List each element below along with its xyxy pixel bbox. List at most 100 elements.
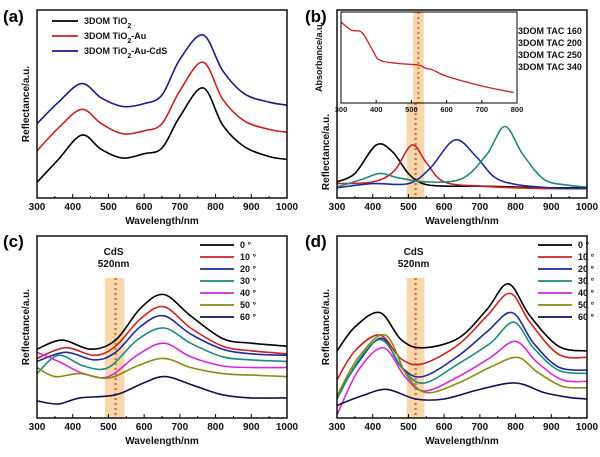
- legend-label: 3DOM TAC 160: [518, 26, 582, 36]
- x-tick-label: 500: [100, 422, 117, 433]
- inset-x-tick-label: 400: [370, 105, 383, 114]
- legend-label: 50 °: [240, 300, 257, 310]
- inset-x-tick-label: 500: [405, 105, 418, 114]
- x-tick-label: 300: [29, 202, 46, 213]
- legend-label: 3DOM TiO2-Au-CdS: [84, 46, 167, 60]
- legend-label: 10 °: [240, 252, 257, 262]
- x-tick-label: 800: [207, 422, 224, 433]
- x-tick-label: 900: [543, 202, 560, 213]
- panel-label: (b): [305, 7, 327, 26]
- legend-label: 3DOM TiO2: [84, 16, 131, 30]
- x-tick-label: 500: [100, 202, 117, 213]
- panel-label: (c): [3, 232, 24, 251]
- inset-x-tick-label: 800: [511, 105, 524, 114]
- series-line: [336, 311, 588, 397]
- x-tick-label: 600: [436, 422, 453, 433]
- x-tick-label: 700: [172, 202, 189, 213]
- legend-label: 10 °: [578, 252, 595, 262]
- x-axis-label: Wavelength/nm: [425, 216, 499, 227]
- series-line: [36, 87, 288, 183]
- legend-label: 30 °: [240, 276, 257, 286]
- cds-label: CdS: [104, 247, 124, 258]
- series-line: [336, 143, 588, 189]
- x-tick-label: 300: [329, 202, 346, 213]
- series-line: [336, 144, 588, 190]
- legend-label: 50 °: [578, 300, 595, 310]
- x-tick-label: 1000: [276, 422, 299, 433]
- x-tick-label: 400: [64, 422, 81, 433]
- panel-label: (d): [305, 232, 327, 251]
- legend-label: 3DOM TAC 340: [518, 62, 582, 72]
- panel-0: (a) 300 400 500 600 700 800 900 1000 Wavelength/n…: [3, 7, 299, 227]
- series-line: [336, 125, 588, 188]
- x-tick-label: 1000: [576, 202, 599, 213]
- panel-label: (a): [3, 7, 24, 26]
- inset-frame: [340, 11, 518, 104]
- x-axis-label: Wavelength/nm: [125, 216, 199, 227]
- inset-frame-border: [340, 11, 518, 104]
- inset-x-tick-label: 600: [440, 105, 453, 114]
- x-tick-label: 900: [543, 422, 560, 433]
- legend-label: 40 °: [578, 288, 595, 298]
- x-tick-label: 700: [172, 422, 189, 433]
- x-tick-label: 500: [400, 202, 417, 213]
- series-line: [36, 375, 288, 405]
- x-tick-label: 500: [400, 422, 417, 433]
- series-line: [36, 342, 288, 379]
- cds-wavelength-label: 520nm: [98, 259, 130, 270]
- x-axis-label: Wavelength/nm: [125, 436, 199, 447]
- x-tick-label: 400: [64, 202, 81, 213]
- y-axis-label: Reflectance/a.u.: [321, 289, 332, 365]
- x-tick-label: 400: [364, 202, 381, 213]
- x-tick-label: 800: [507, 422, 524, 433]
- legend-label: 0 °: [240, 240, 252, 250]
- cds-wavelength-label: 520nm: [398, 259, 430, 270]
- x-tick-label: 600: [136, 202, 153, 213]
- series-line: [36, 34, 288, 125]
- legend-label: 20 °: [240, 264, 257, 274]
- series-line: [336, 382, 588, 407]
- legend-label: 3DOM TiO2-Au: [84, 31, 146, 45]
- x-tick-label: 700: [472, 422, 489, 433]
- inset-x-tick-label: 700: [476, 105, 489, 114]
- legend-label: 60 °: [578, 312, 595, 322]
- x-tick-label: 400: [364, 422, 381, 433]
- series-line: [336, 283, 588, 352]
- inset-absorbance-line: [340, 21, 514, 94]
- series-line: [336, 139, 588, 190]
- series-line: [336, 340, 588, 416]
- series-line: [36, 314, 288, 363]
- legend-label: 60 °: [240, 312, 257, 322]
- panel-1: (b)CdS520nm3004005006007008009001000Wave…: [305, 7, 599, 227]
- x-tick-label: 900: [243, 422, 260, 433]
- inset: 300 400 500 600 700 800 Absorbance/a.u.: [314, 11, 524, 114]
- y-axis-label: Reflectance/a.u.: [21, 289, 32, 365]
- legend-label: 3DOM TAC 250: [518, 50, 582, 60]
- legend-label: 40 °: [240, 288, 257, 298]
- x-tick-label: 900: [243, 202, 260, 213]
- series-line: [36, 327, 288, 375]
- x-tick-label: 700: [472, 202, 489, 213]
- series-line: [336, 292, 588, 381]
- series-line: [336, 333, 588, 397]
- cds-label: CdS: [404, 247, 424, 258]
- legend-label: 3DOM TAC 200: [518, 38, 582, 48]
- series-line: [336, 321, 588, 400]
- x-tick-label: 600: [136, 422, 153, 433]
- series-line: [36, 293, 288, 351]
- series-line: [36, 357, 288, 380]
- inset-x-tick-label: 300: [335, 105, 348, 114]
- x-tick-label: 300: [329, 422, 346, 433]
- legend-label: 30 °: [578, 276, 595, 286]
- series-line: [36, 305, 288, 360]
- x-tick-label: 800: [207, 202, 224, 213]
- x-tick-label: 1000: [576, 422, 599, 433]
- x-axis-label: Wavelength/nm: [425, 436, 499, 447]
- x-tick-label: 1000: [276, 202, 299, 213]
- y-axis-label: Reflectance/a.u.: [321, 114, 332, 190]
- legend-label: 20 °: [578, 264, 595, 274]
- plot-frame: [36, 9, 288, 199]
